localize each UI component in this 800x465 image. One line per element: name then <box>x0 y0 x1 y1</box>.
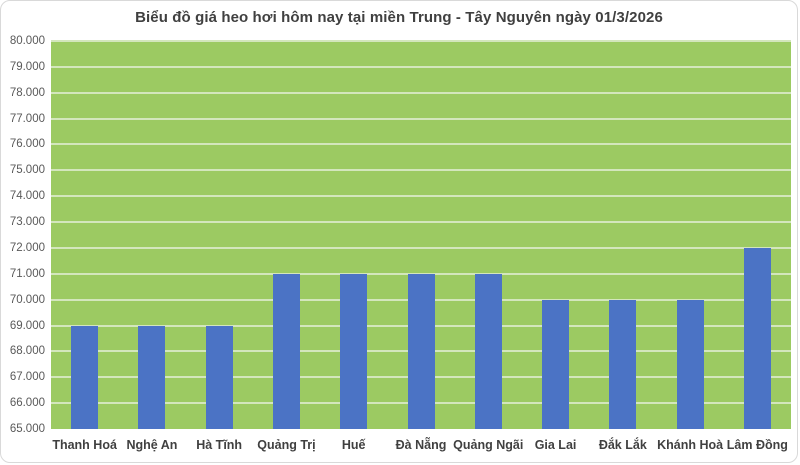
gridline <box>51 221 791 224</box>
bar-10 <box>743 247 771 429</box>
y-axis-tick-label: 69.000 <box>9 319 45 332</box>
bar-5 <box>407 273 435 429</box>
y-axis-tick-label: 72.000 <box>9 241 45 254</box>
bar-1 <box>138 325 166 429</box>
bar-6 <box>474 273 502 429</box>
gridline <box>51 246 791 249</box>
bar-0 <box>71 325 99 429</box>
bar-3 <box>272 273 300 429</box>
gridline <box>51 40 791 42</box>
y-axis-tick-label: 70.000 <box>9 293 45 306</box>
x-axis-tick-label: Đắk Lắk <box>598 438 647 452</box>
bar-4 <box>340 273 368 429</box>
y-axis-tick-label: 73.000 <box>9 216 45 229</box>
gridline <box>51 65 791 68</box>
x-axis-tick-label: Nghệ An <box>126 438 178 452</box>
chart-title: Biểu đồ giá heo hơi hôm nay tại miền Tru… <box>135 9 663 26</box>
bar-7 <box>542 299 570 429</box>
y-axis-tick-label: 79.000 <box>9 60 45 73</box>
bar-2 <box>205 325 233 429</box>
y-axis-tick-label: 77.000 <box>9 112 45 125</box>
y-axis-tick-label: 67.000 <box>9 371 45 384</box>
y-axis-tick-label: 80.000 <box>9 35 45 47</box>
gridline <box>51 117 791 120</box>
x-axis-tick-label: Thanh Hoá <box>52 438 117 452</box>
plot-area <box>51 40 791 429</box>
y-axis-tick-label: 78.000 <box>9 86 45 99</box>
x-axis-tick-label: Gia Lai <box>534 438 577 452</box>
y-axis-tick-label: 74.000 <box>9 190 45 203</box>
x-axis-tick-label: Khánh Hoà <box>657 438 724 452</box>
y-axis-tick-label: 68.000 <box>9 345 45 358</box>
x-axis-tick-label: Lâm Đồng <box>726 438 788 452</box>
x-axis-tick-label: Quảng Ngãi <box>453 438 524 452</box>
gridline <box>51 272 791 275</box>
gridline <box>51 91 791 94</box>
x-axis-tick-label: Đà Nẵng <box>395 438 447 452</box>
gridline <box>51 195 791 198</box>
gridline <box>51 143 791 146</box>
x-axis-tick-label: Hà Tĩnh <box>196 438 243 452</box>
x-axis-tick-label: Huế <box>341 438 366 452</box>
y-axis-tick-label: 65.000 <box>9 423 45 435</box>
bar-9 <box>676 299 704 429</box>
y-axis-tick-label: 66.000 <box>9 397 45 410</box>
y-axis-tick-label: 75.000 <box>9 164 45 177</box>
bar-8 <box>609 299 637 429</box>
gridline <box>51 169 791 172</box>
y-axis-tick-label: 76.000 <box>9 138 45 151</box>
y-axis-tick-label: 71.000 <box>9 267 45 280</box>
x-axis-tick-label: Quảng Trị <box>257 438 316 452</box>
